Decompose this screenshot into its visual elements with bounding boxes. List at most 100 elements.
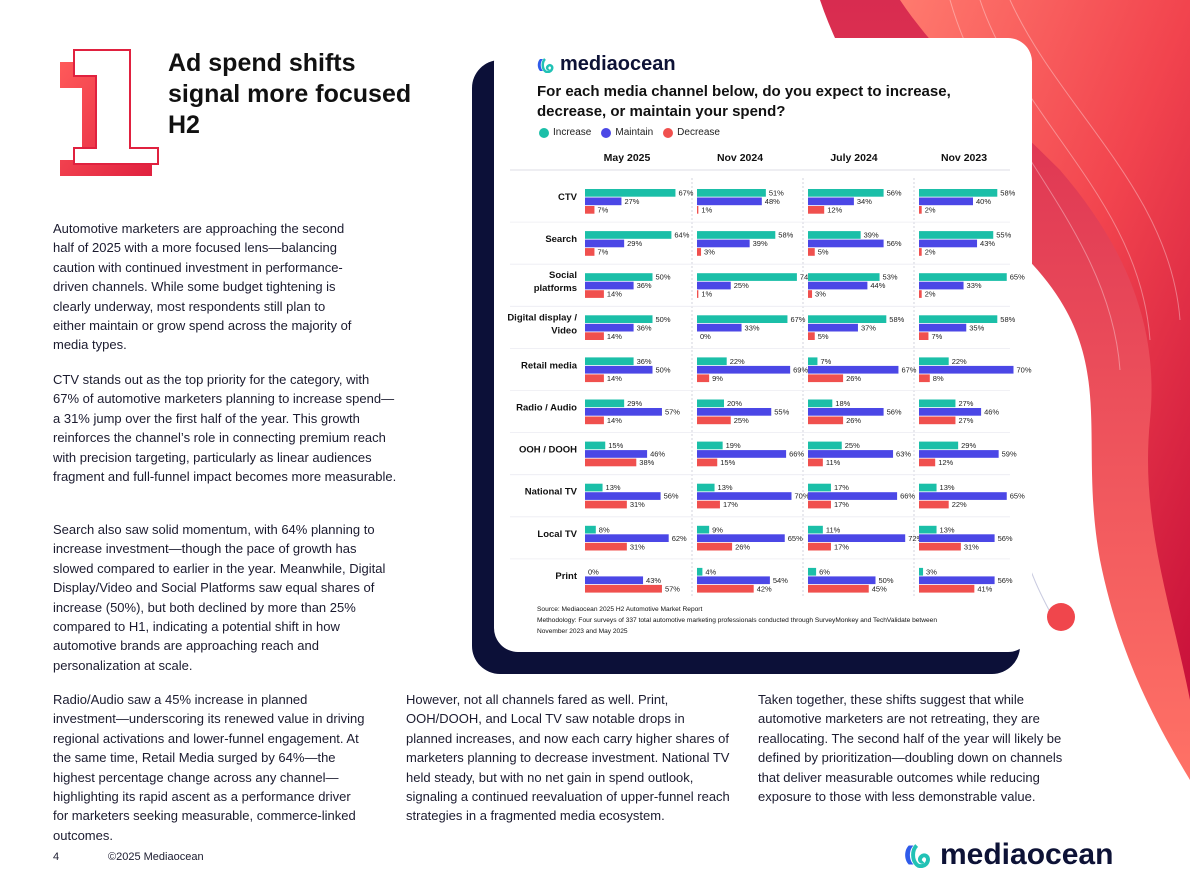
bar-value-label: 57% xyxy=(665,408,680,417)
bar-value-label: 58% xyxy=(778,231,793,240)
bar-maintain xyxy=(919,492,1007,500)
bar-value-label: 14% xyxy=(607,416,622,425)
bar-maintain xyxy=(808,576,876,585)
bar-value-label: 22% xyxy=(952,357,967,366)
bar-increase xyxy=(808,315,887,323)
bar-decrease xyxy=(585,374,604,383)
bar-decrease xyxy=(697,584,754,593)
legend-item-decrease: Decrease xyxy=(663,127,720,138)
bar-value-label: 41% xyxy=(977,584,992,593)
bar-increase xyxy=(808,357,818,366)
bar-increase xyxy=(808,189,884,197)
bar-value-label: 31% xyxy=(630,500,645,509)
chart-source-notes: Source: Mediaocean 2025 H2 Automotive Ma… xyxy=(537,604,937,637)
bar-value-label: 50% xyxy=(656,315,671,324)
bar-decrease xyxy=(919,374,930,383)
body-paragraph-4: Radio/Audio saw a 45% increase in planne… xyxy=(53,692,365,843)
bar-value-label: 22% xyxy=(952,500,967,509)
bar-decrease xyxy=(808,458,823,467)
bar-decrease xyxy=(808,290,813,298)
bar-decrease xyxy=(697,542,733,551)
bar-decrease xyxy=(585,332,604,340)
bar-value-label: 5% xyxy=(818,248,829,257)
category-label: Digital display / xyxy=(507,312,577,323)
bar-maintain xyxy=(697,365,791,374)
bar-decrease xyxy=(919,584,975,593)
card-brand-name: mediaocean xyxy=(560,53,676,75)
bar-value-label: 18% xyxy=(835,399,850,408)
bar-value-label: 50% xyxy=(656,273,671,282)
bar-value-label: 33% xyxy=(745,323,760,332)
bar-value-label: 4% xyxy=(705,567,716,576)
bar-decrease xyxy=(585,458,637,467)
bar-value-label: 53% xyxy=(883,273,898,282)
bar-value-label: 31% xyxy=(964,542,979,551)
bar-value-label: 56% xyxy=(998,576,1013,585)
bar-maintain xyxy=(919,408,982,416)
bar-decrease xyxy=(919,500,949,509)
chart-source: Source: Mediaocean 2025 H2 Automotive Ma… xyxy=(537,606,703,613)
bar-value-label: 7% xyxy=(597,248,608,257)
bar-decrease xyxy=(697,458,718,467)
bar-decrease xyxy=(697,290,699,298)
bar-value-label: 9% xyxy=(712,374,723,383)
bar-value-label: 56% xyxy=(887,239,902,248)
bar-increase xyxy=(585,231,672,239)
bar-increase xyxy=(919,231,994,239)
bar-increase xyxy=(585,525,596,534)
bar-value-label: 59% xyxy=(1002,450,1017,459)
bar-maintain xyxy=(697,323,742,332)
bar-value-label: 48% xyxy=(765,197,780,206)
bar-value-label: 12% xyxy=(827,206,842,215)
bar-decrease xyxy=(585,206,595,214)
period-header: July 2024 xyxy=(830,152,877,164)
bar-maintain xyxy=(697,450,787,458)
bar-decrease xyxy=(697,248,702,256)
bar-value-label: 19% xyxy=(726,441,741,450)
bar-value-label: 29% xyxy=(627,399,642,408)
bar-maintain xyxy=(808,534,906,542)
bar-decrease xyxy=(808,542,831,551)
bar-maintain xyxy=(808,450,894,458)
bar-value-label: 51% xyxy=(769,189,784,198)
body-paragraph-5: However, not all channels fared as well.… xyxy=(406,692,730,824)
bar-value-label: 58% xyxy=(889,315,904,324)
bar-maintain xyxy=(808,239,884,248)
bar-maintain xyxy=(919,239,978,248)
bar-increase xyxy=(697,231,776,239)
bar-value-label: 14% xyxy=(607,332,622,341)
legend-maintain-label: Maintain xyxy=(615,127,654,138)
bar-increase xyxy=(919,315,998,323)
bar-value-label: 20% xyxy=(727,399,742,408)
bar-maintain xyxy=(919,365,1014,374)
bar-maintain xyxy=(808,492,898,500)
bar-decrease xyxy=(919,458,936,467)
bar-maintain xyxy=(585,534,669,542)
bar-maintain xyxy=(585,239,625,248)
bar-value-label: 17% xyxy=(834,500,849,509)
body-paragraph-2: CTV stands out as the top priority for t… xyxy=(53,372,397,485)
section-number-graphic xyxy=(60,49,159,176)
legend-increase-label: Increase xyxy=(553,127,592,138)
bar-value-label: 0% xyxy=(588,567,599,576)
category-label: OOH / DOOH xyxy=(519,445,577,456)
period-header: May 2025 xyxy=(604,152,651,164)
bar-increase xyxy=(697,399,724,408)
bar-increase xyxy=(808,567,817,576)
bar-maintain xyxy=(585,408,662,416)
bar-decrease xyxy=(697,416,731,425)
bar-value-label: 50% xyxy=(879,576,894,585)
bar-value-label: 50% xyxy=(656,365,671,374)
category-label: Search xyxy=(545,234,577,245)
bar-maintain xyxy=(697,492,792,500)
bar-value-label: 67% xyxy=(790,315,805,324)
bar-decrease xyxy=(585,416,604,425)
bar-value-label: 36% xyxy=(637,281,652,290)
bar-decrease xyxy=(585,584,662,593)
body-paragraph-3: Search also saw solid momentum, with 64%… xyxy=(53,522,386,673)
bar-decrease xyxy=(697,206,699,214)
bar-decrease xyxy=(697,500,720,509)
bar-maintain xyxy=(585,492,661,500)
bar-value-label: 36% xyxy=(637,323,652,332)
bar-increase xyxy=(585,357,634,366)
